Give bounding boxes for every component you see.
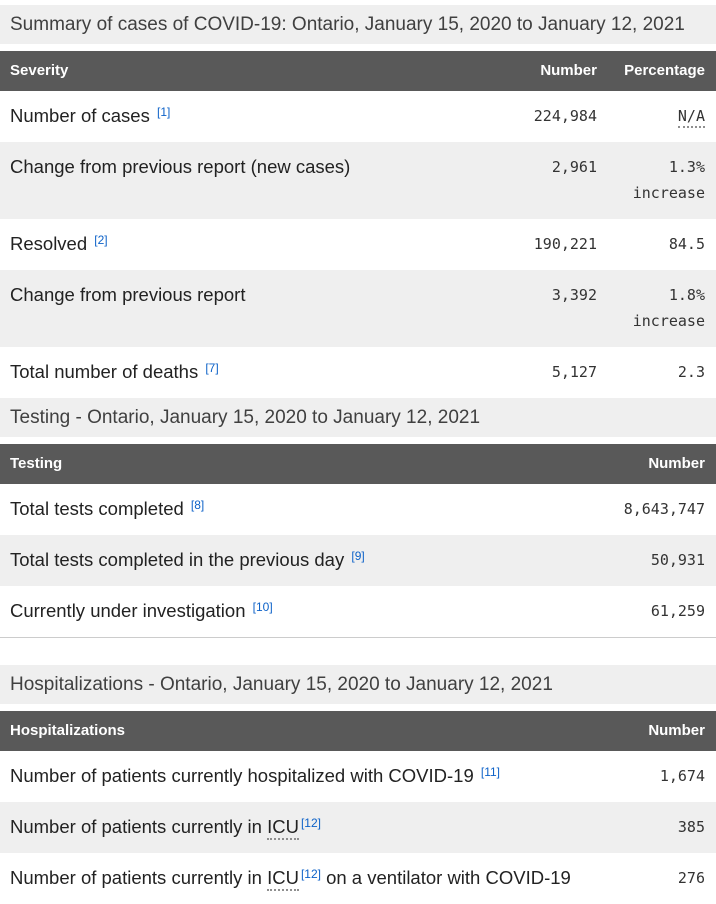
row-label: Number of patients currently in ICU [12] [0, 802, 585, 853]
footnote-link[interactable]: [12] [300, 867, 321, 881]
row-label: Total tests completed in the previous da… [10, 549, 365, 570]
column-header-number: Number [585, 711, 716, 751]
table-row: Number of patients currently hospitalize… [0, 751, 716, 802]
row-percentage: 1.8% increase [632, 286, 705, 330]
row-percentage: 84.5 [668, 235, 705, 253]
abbreviation: ICU [267, 816, 299, 840]
footnote-link[interactable]: [1] [156, 105, 171, 119]
column-header-percentage: Percentage [609, 51, 716, 91]
footnote-link[interactable]: [2] [94, 233, 108, 247]
hospitalizations-table: Hospitalizations Number Number of patien… [0, 711, 716, 904]
testing-header-row: Testing Number [0, 444, 716, 484]
footnote-link[interactable]: [12] [300, 816, 321, 830]
row-number: 8,643,747 [623, 500, 705, 518]
column-header-severity: Severity [0, 51, 501, 91]
row-label: Currently under investigation [10] [10, 600, 273, 621]
summary-table-caption: Summary of cases of COVID-19: Ontario, J… [0, 5, 716, 44]
row-label: Total tests completed [8] [10, 498, 205, 519]
hospitalizations-table-caption: Hospitalizations - Ontario, January 15, … [0, 665, 716, 704]
testing-table-caption: Testing - Ontario, January 15, 2020 to J… [0, 398, 716, 437]
section-summary: Summary of cases of COVID-19: Ontario, J… [0, 5, 716, 398]
row-percentage: N/A [609, 91, 716, 142]
row-percentage: 1.3% increase [632, 158, 705, 202]
row-label: Total number of deaths [7] [10, 361, 219, 382]
summary-table: Severity Number Percentage Number of cas… [0, 51, 716, 398]
row-number: 224,984 [533, 107, 597, 125]
footnote-link[interactable]: [11] [480, 765, 500, 779]
table-row: Currently under investigation [10] 61,259 [0, 586, 716, 638]
table-row: Number of cases [1] 224,984 N/A [0, 91, 716, 142]
row-number: 385 [677, 818, 705, 836]
row-label: Change from previous report (new cases) [10, 156, 351, 177]
footnote-link[interactable]: [8] [190, 498, 205, 512]
footnote-link[interactable]: [7] [205, 361, 219, 375]
row-number: 61,259 [650, 602, 705, 620]
table-row: Number of patients currently in ICU [12] 3… [0, 802, 716, 853]
section-divider-gap [0, 638, 716, 665]
row-label: Change from previous report [10, 284, 246, 305]
table-row: Total number of deaths [7] 5,127 2.3 [0, 347, 716, 398]
section-testing: Testing - Ontario, January 15, 2020 to J… [0, 398, 716, 638]
row-number: 2,961 [551, 158, 597, 176]
covid-report: Summary of cases of COVID-19: Ontario, J… [0, 5, 716, 904]
table-row: Change from previous report 3,392 1.8% incr… [0, 270, 716, 347]
row-number: 5,127 [551, 363, 597, 381]
row-number: 190,221 [533, 235, 597, 253]
column-header-number: Number [585, 444, 716, 484]
testing-table: Testing Number Total tests completed [8]… [0, 444, 716, 638]
footnote-link[interactable]: [10] [252, 600, 273, 614]
row-number: 50,931 [650, 551, 705, 569]
table-row: Total tests completed [8] 8,643,747 [0, 484, 716, 535]
summary-header-row: Severity Number Percentage [0, 51, 716, 91]
row-label: Number of cases [1] [10, 105, 171, 126]
table-row: Resolved [2] 190,221 84.5 [0, 219, 716, 270]
abbreviation: ICU [267, 867, 299, 891]
row-percentage: 2.3 [677, 363, 705, 381]
row-number: 1,674 [659, 767, 705, 785]
abbreviation: N/A [677, 107, 705, 128]
section-hospitalizations: Hospitalizations - Ontario, January 15, … [0, 665, 716, 904]
footnote-link[interactable]: [9] [351, 549, 365, 563]
row-label: Resolved [2] [10, 233, 108, 254]
row-number: 3,392 [551, 286, 597, 304]
column-header-number: Number [501, 51, 609, 91]
column-header-hospitalizations: Hospitalizations [0, 711, 585, 751]
row-label: Number of patients currently hospitalize… [10, 765, 500, 786]
hospitalizations-header-row: Hospitalizations Number [0, 711, 716, 751]
table-row: Change from previous report (new cases) 2… [0, 142, 716, 219]
table-row: Total tests completed in the previous da… [0, 535, 716, 586]
column-header-testing: Testing [0, 444, 585, 484]
